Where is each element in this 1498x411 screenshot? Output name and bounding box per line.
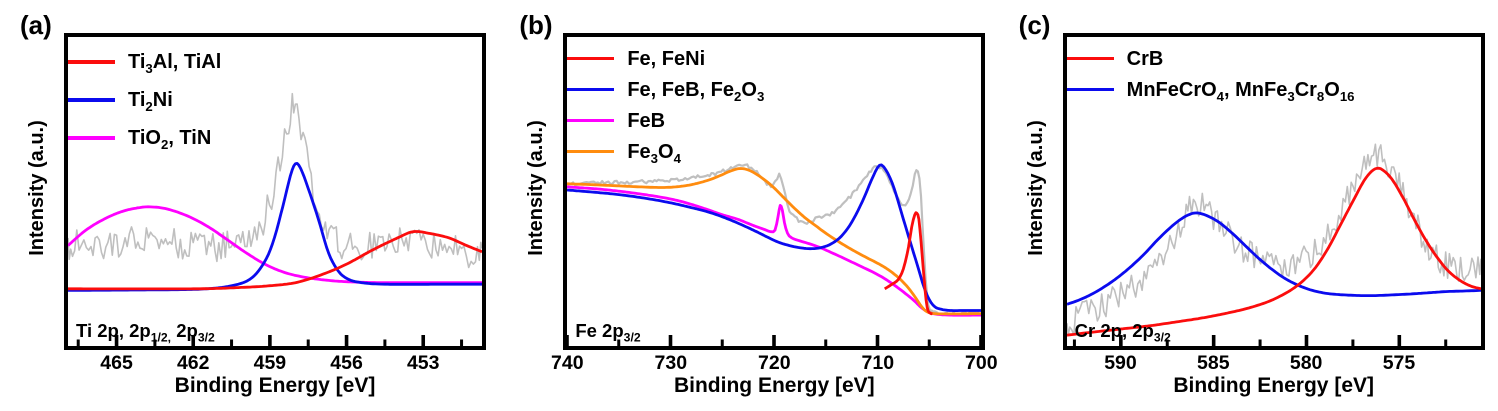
panel-a: (a) Intensity (a.u.) Ti3Al, TiAl Ti2Ni TiO… <box>0 0 499 411</box>
x-tick-label: 590 <box>1104 352 1137 374</box>
panel-b: (b) Intensity (a.u.) Fe, FeNi Fe, FeB, Fe… <box>499 0 998 411</box>
curve-CrB <box>1066 166 1481 337</box>
legend-swatch-Fe3O4 <box>567 149 615 154</box>
x-tick-label: 459 <box>253 352 287 374</box>
curve-raw-spectrum <box>567 163 982 317</box>
x-tick-label: 585 <box>1197 352 1230 374</box>
curve-raw-spectrum <box>1066 143 1481 336</box>
legend-swatch-Fe-FeB-Fe2O3 <box>567 87 615 92</box>
legend-swatch-CrB <box>1066 56 1114 61</box>
panel-c-label: (c) <box>1018 10 1051 40</box>
legend-label-Ti2Ni: Ti2Ni <box>128 89 173 114</box>
x-tick-labels-c: 590 585 580 575 <box>999 352 1498 376</box>
curve-Fe-FeNi <box>884 211 934 316</box>
legend-label-Fe-FeNi: Fe, FeNi <box>627 47 706 70</box>
x-tick-label: 580 <box>1289 352 1323 374</box>
spectrum-canvas-b <box>567 163 982 346</box>
legend-swatch-TiO2-TiN <box>68 136 115 140</box>
y-axis-title: Intensity (a.u.) <box>525 120 548 256</box>
curve-Ti3Al-TiAl <box>68 230 482 291</box>
legend-item-Ti2Ni: Ti2Ni <box>68 81 221 119</box>
plot-area-c: CrB MnFeCrO4, MnFe3Cr8O16 Cr 2p, 2p3/2 <box>1062 33 1485 350</box>
legend-item-Fe-FeB-Fe2O3: Fe, FeB, Fe2O3 <box>567 74 764 105</box>
x-tick-label: 730 <box>654 352 688 374</box>
legend-label-MnFeCrO4-MnFe3Cr8O16: MnFeCrO4, MnFe3Cr8O16 <box>1126 78 1355 104</box>
legend-label-TiO2-TiN: TiO2, TiN <box>128 127 212 152</box>
legend-item-Fe3O4: Fe3O4 <box>567 136 764 167</box>
panel-b-label: (b) <box>519 10 553 40</box>
y-axis-title: Intensity (a.u.) <box>1024 120 1047 256</box>
legend-item-FeB: FeB <box>567 105 764 136</box>
panel-a-label: (a) <box>20 10 52 40</box>
plot-area-a: Ti3Al, TiAl Ti2Ni TiO2, TiN Ti 2p, 2p1/2, … <box>64 33 486 350</box>
x-tick-label: 740 <box>551 352 584 374</box>
x-tick-labels-b: 740 730 720 710 700 <box>499 352 998 376</box>
annotation-b: Fe 2p3/2 <box>575 320 641 345</box>
curve-Fe-FeB-Fe2O3 <box>567 163 982 312</box>
x-axis-title-b: Binding Energy [eV] <box>673 374 875 397</box>
curve-Fe3O4 <box>567 167 982 316</box>
x-tick-label: 453 <box>406 352 440 374</box>
legend-swatch-Ti3Al-TiAl <box>68 60 115 64</box>
legend-label-CrB: CrB <box>1126 47 1164 70</box>
x-tick-label: 720 <box>758 352 791 374</box>
legend-swatch-Fe-FeNi <box>567 56 615 61</box>
legend-item-CrB: CrB <box>1066 43 1355 74</box>
curve-TiO2-TiN <box>68 205 482 285</box>
x-tick-label: 700 <box>965 352 998 374</box>
legend-label-Fe-FeB-Fe2O3: Fe, FeB, Fe2O3 <box>627 78 765 104</box>
panel-c: (c) Intensity (a.u.) CrB MnFeCrO4, MnFe3C… <box>999 0 1498 411</box>
x-tick-label: 710 <box>861 352 895 374</box>
legend-c: CrB MnFeCrO4, MnFe3Cr8O16 <box>1066 43 1355 105</box>
x-tick-label: 465 <box>100 352 133 374</box>
curve-FeB <box>567 185 982 317</box>
x-axis-title-c: Binding Energy [eV] <box>1173 374 1374 397</box>
legend-label-FeB: FeB <box>627 109 666 132</box>
legend-item-Ti3Al-TiAl: Ti3Al, TiAl <box>68 43 221 81</box>
x-tick-labels-a: 465 462 459 456 453 <box>0 352 499 376</box>
legend-item-TiO2-TiN: TiO2, TiN <box>68 119 221 157</box>
annotation-a: Ti 2p, 2p1/2, 2p3/2 <box>76 320 215 345</box>
x-tick-label: 456 <box>330 352 363 374</box>
legend-label-Ti3Al-TiAl: Ti3Al, TiAl <box>128 51 222 76</box>
legend-a: Ti3Al, TiAl Ti2Ni TiO2, TiN <box>68 43 221 157</box>
legend-swatch-MnFeCrO4-MnFe3Cr8O16 <box>1066 87 1114 92</box>
annotation-c: Cr 2p, 2p3/2 <box>1074 320 1171 345</box>
y-axis-title: Intensity (a.u.) <box>26 120 48 256</box>
spectrum-canvas-a <box>68 92 482 346</box>
legend-label-Fe3O4: Fe3O4 <box>627 140 681 166</box>
x-tick-label: 462 <box>176 352 210 374</box>
legend-b: Fe, FeNi Fe, FeB, Fe2O3 FeB Fe3O4 <box>567 43 764 167</box>
x-axis-title-a: Binding Energy [eV] <box>174 374 376 397</box>
curve-MnFeCrO4-MnFe3Cr8O16 <box>1066 211 1481 306</box>
legend-item-Fe-FeNi: Fe, FeNi <box>567 43 764 74</box>
legend-swatch-FeB <box>567 118 615 123</box>
legend-item-MnFeCrO4-MnFe3Cr8O16: MnFeCrO4, MnFe3Cr8O16 <box>1066 74 1355 105</box>
x-tick-label: 575 <box>1382 352 1416 374</box>
legend-swatch-Ti2Ni <box>68 98 115 102</box>
plot-area-b: Fe, FeNi Fe, FeB, Fe2O3 FeB Fe3O4 Fe 2p3/2 <box>563 33 986 350</box>
spectrum-canvas-c <box>1066 143 1481 346</box>
